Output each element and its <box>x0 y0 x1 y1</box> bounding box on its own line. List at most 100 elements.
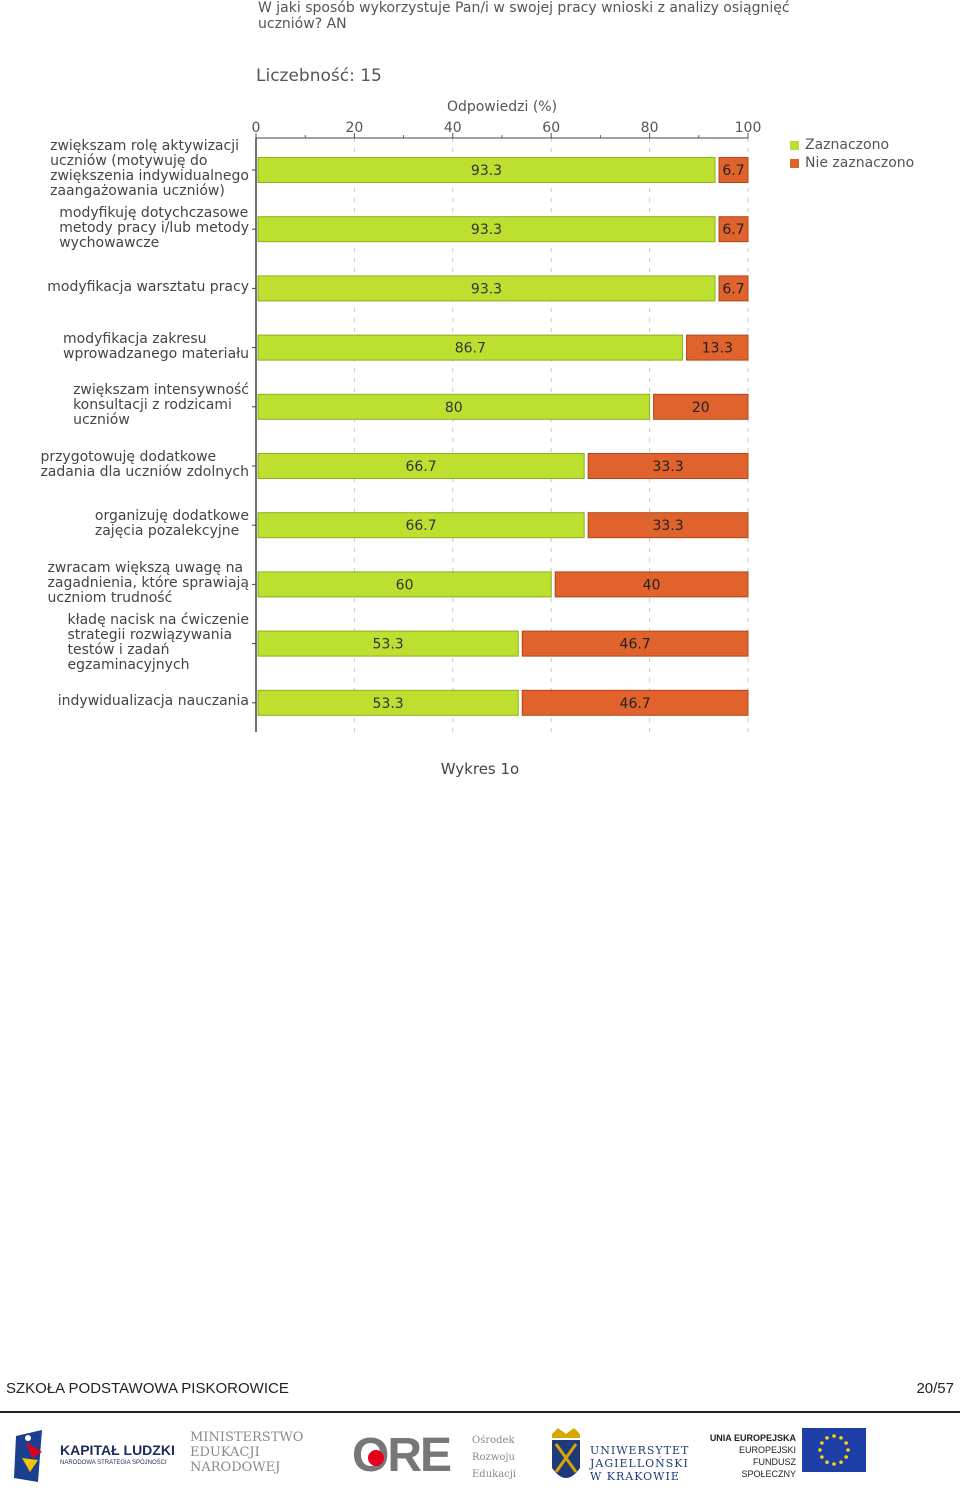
x-tick-label: 0 <box>252 120 261 136</box>
category-label: zwracam większą uwagę na zagadnienia, któ… <box>47 560 249 606</box>
ore-dot-icon <box>368 1450 384 1466</box>
eu-star <box>832 1434 836 1438</box>
logo-kapital-subtext: NARODOWA STRATEGIA SPÓJNOŚCI <box>60 1460 167 1466</box>
bar-not-selected <box>653 393 749 420</box>
bar-selected <box>257 630 519 657</box>
category-label-line: wprowadzanego materiału <box>63 345 249 362</box>
eu-star <box>832 1462 836 1466</box>
bar-label-selected: 93.3 <box>471 222 502 238</box>
chart-question: W jaki sposób wykorzystuje Pan/i w swoje… <box>258 0 790 32</box>
x-tick-label: 20 <box>345 120 363 136</box>
bar-not-selected <box>521 689 749 716</box>
footer-page-number: 20/57 <box>916 1380 954 1397</box>
logo-uj-line-2: JAGIELLOŃSKI <box>590 1457 689 1470</box>
bar-label-not-selected: 33.3 <box>652 459 683 475</box>
eu-star <box>825 1460 829 1464</box>
legend-item-not-selected: Nie zaznaczono <box>790 154 914 172</box>
category-label-line: zagadnienia, które sprawiają <box>47 574 249 591</box>
legend-swatch-not-selected <box>790 158 799 168</box>
category-label: modyfikacja warsztatu pracy <box>47 278 249 295</box>
logo-ore-line-3: Edukacji <box>472 1469 517 1480</box>
x-tick-label: 40 <box>444 120 462 136</box>
bar-not-selected <box>554 571 749 598</box>
bar-selected <box>257 157 716 183</box>
bar-label-not-selected: 13.3 <box>702 341 733 357</box>
category-label-line: zajęcia pozalekcyjne <box>94 523 240 540</box>
category-label-line: modyfikuję dotychczasowe <box>59 204 249 221</box>
category-label-line: strategii rozwiązywania <box>67 626 233 643</box>
eu-star <box>820 1441 824 1445</box>
category-label-line: egzaminacyjnych <box>67 656 190 673</box>
bar-selected <box>257 393 651 420</box>
logo-ue-line-2: EUROPEJSKI <box>738 1445 796 1455</box>
category-label-line: uczniów <box>73 412 130 429</box>
bar-label-selected: 93.3 <box>471 163 502 179</box>
bar-not-selected <box>587 453 749 479</box>
legend: Zaznaczono Nie zaznaczono <box>790 136 914 172</box>
bar-label-selected: 93.3 <box>471 281 502 297</box>
legend-label-selected: Zaznaczono <box>805 137 890 153</box>
category-label: organizuję dodatkowe zajęcia pozalekcyjne <box>95 509 249 539</box>
category-label-line: zaangażowania uczniów) <box>50 183 225 199</box>
category-label-line: indywidualizacja nauczania <box>57 693 249 710</box>
bar-label-selected: 66.7 <box>405 459 436 475</box>
category-label-line: przygotowuję dodatkowe <box>40 449 217 465</box>
category-label-line: modyfikacja warsztatu pracy <box>47 278 249 295</box>
bar-not-selected <box>686 334 749 361</box>
category-label-line: zadania dla uczniów zdolnych <box>40 464 249 480</box>
category-label-line: testów i zadań <box>67 641 170 658</box>
category-label: zwiększam rolę aktywizacji uczniów (motyw… <box>50 139 249 199</box>
category-label-line: uczniów (motywuję do <box>50 153 208 169</box>
eu-flag-icon <box>802 1428 866 1472</box>
bar-label-not-selected: 20 <box>692 400 710 416</box>
eu-star <box>839 1460 843 1464</box>
bar-label-selected: 80 <box>445 400 463 416</box>
sponsor-logos: KAPITAŁ LUDZKI NARODOWA STRATEGIA SPÓJNO… <box>0 1424 960 1490</box>
kapital-ludzki-emblem-icon <box>14 1430 42 1482</box>
legend-swatch-selected <box>790 140 799 150</box>
eu-star <box>846 1448 850 1452</box>
x-tick-label: 80 <box>641 120 659 136</box>
category-label-line: metody pracy i/lub metody <box>59 219 249 236</box>
logo-kapital-text: KAPITAŁ LUDZKI <box>60 1442 175 1458</box>
bar-label-selected: 60 <box>396 577 414 593</box>
logo-ue-line-3: FUNDUSZ SPOŁECZNY <box>741 1457 796 1479</box>
eu-star <box>820 1455 824 1459</box>
bar-label-not-selected: 33.3 <box>652 518 683 534</box>
bar-selected <box>257 689 519 716</box>
bar-selected <box>257 334 684 361</box>
chart-caption: Wykres 1o <box>440 760 520 778</box>
logo-uj-line-3: W KRAKOWIE <box>590 1470 680 1483</box>
eu-star <box>844 1441 848 1445</box>
bar-selected <box>257 571 552 598</box>
bar-not-selected <box>521 630 749 657</box>
footer-divider <box>0 1411 960 1413</box>
bar-not-selected <box>718 157 749 183</box>
footer-school-name: SZKOŁA PODSTAWOWA PISKOROWICE <box>6 1380 289 1397</box>
bar-not-selected <box>718 275 749 302</box>
logo-men-line-3: NARODOWEJ <box>190 1460 281 1475</box>
logo-ue-text: UNIA EUROPEJSKA EUROPEJSKI FUNDUSZ SPOŁE… <box>700 1432 796 1480</box>
logo-uj: UNIWERSYTET JAGIELLOŃSKI W KRAKOWIE <box>590 1444 689 1483</box>
category-label: kładę nacisk na ćwiczenie strategii rozwi… <box>67 612 249 673</box>
bar-label-not-selected: 6.7 <box>722 163 744 179</box>
bar-not-selected <box>587 512 749 539</box>
category-label: modyfikuję dotychczasowe metody pracy i/l… <box>59 204 249 251</box>
category-label-line: wychowawcze <box>59 234 160 251</box>
x-tick-label: 60 <box>542 120 560 136</box>
category-label-line: modyfikacja zakresu <box>63 330 207 347</box>
bar-label-selected: 66.7 <box>405 518 436 534</box>
category-label: przygotowuję dodatkowe zadania dla ucznió… <box>40 450 249 480</box>
legend-label-not-selected: Nie zaznaczono <box>805 155 915 171</box>
category-label-line: zwiększenia indywidualnego <box>50 168 249 184</box>
category-label: zwiększam intensywność konsultacji z rodz… <box>73 383 249 428</box>
logo-ore-line-2: Rozwoju <box>472 1452 515 1463</box>
bar-label-not-selected: 6.7 <box>722 281 744 297</box>
logo-uj-line-1: UNIWERSYTET <box>590 1444 690 1457</box>
category-label-line: organizuję dodatkowe <box>94 508 249 525</box>
logo-kapital-ludzki: KAPITAŁ LUDZKI NARODOWA STRATEGIA SPÓJNO… <box>8 1424 178 1490</box>
stacked-bar-chart: 0 20 40 60 80 100 93.3 6.7 93.3 6.7 93.3 6.7 86.7 13.… <box>252 120 761 732</box>
bar-selected <box>257 216 716 243</box>
bar-label-not-selected: 6.7 <box>722 222 744 238</box>
bar-label-selected: 53.3 <box>373 637 404 653</box>
